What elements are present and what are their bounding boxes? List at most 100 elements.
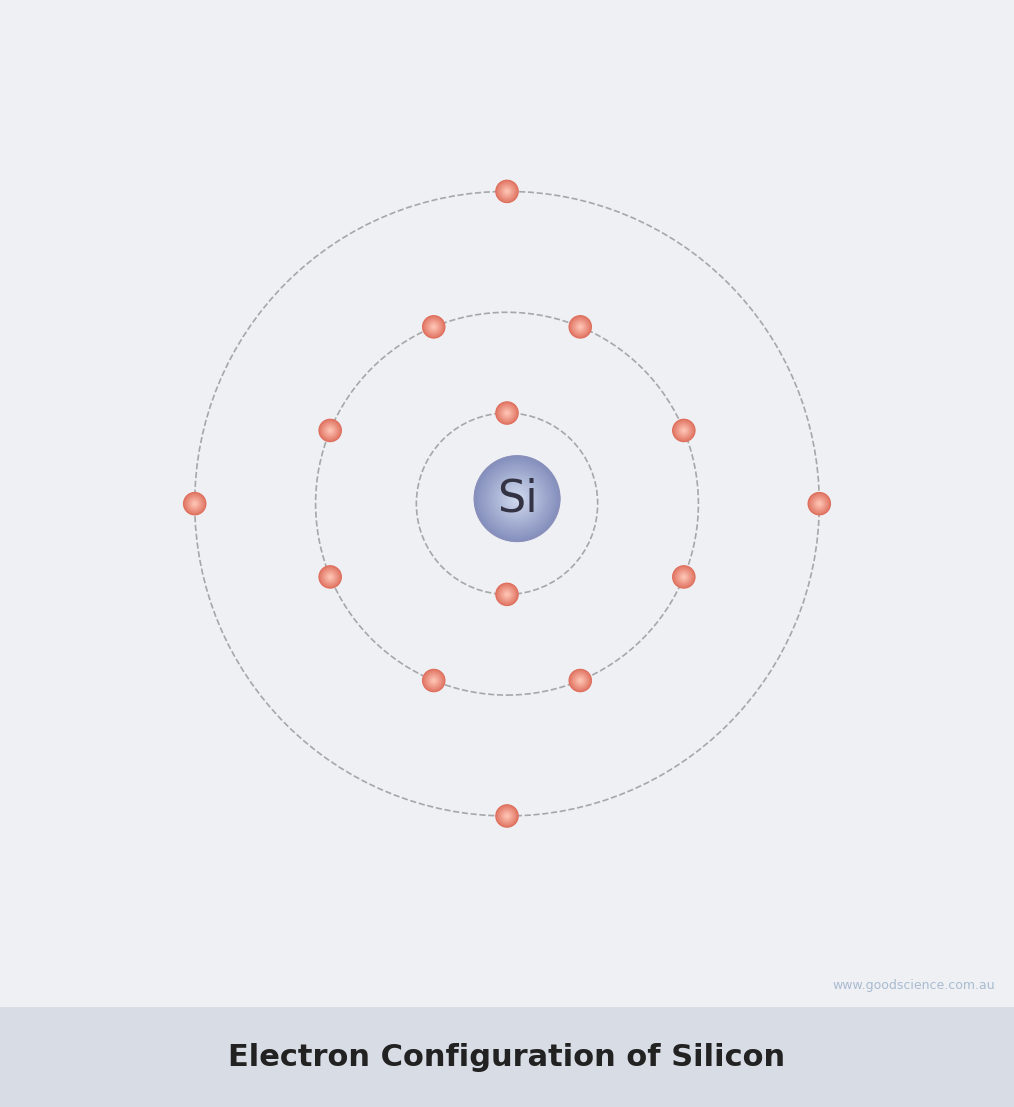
- Circle shape: [323, 424, 337, 437]
- Circle shape: [322, 569, 338, 584]
- Circle shape: [483, 465, 552, 532]
- Circle shape: [673, 420, 695, 441]
- Circle shape: [506, 190, 508, 193]
- Circle shape: [319, 420, 342, 442]
- Circle shape: [188, 496, 202, 511]
- Circle shape: [506, 487, 528, 510]
- Text: Si: Si: [497, 477, 537, 520]
- Circle shape: [569, 315, 591, 338]
- Circle shape: [430, 323, 437, 331]
- Circle shape: [329, 428, 332, 432]
- Circle shape: [476, 457, 559, 540]
- Circle shape: [499, 587, 515, 602]
- Circle shape: [573, 673, 588, 687]
- Circle shape: [499, 184, 515, 199]
- Circle shape: [480, 462, 555, 536]
- Circle shape: [675, 569, 692, 586]
- Circle shape: [194, 503, 196, 505]
- Circle shape: [505, 814, 509, 818]
- Circle shape: [682, 428, 685, 432]
- Circle shape: [681, 428, 686, 433]
- Circle shape: [429, 675, 439, 685]
- Circle shape: [429, 676, 438, 685]
- Circle shape: [675, 422, 693, 439]
- Circle shape: [676, 423, 692, 438]
- Circle shape: [497, 806, 517, 826]
- Circle shape: [328, 575, 333, 579]
- Circle shape: [501, 589, 513, 600]
- Circle shape: [493, 475, 541, 523]
- Circle shape: [817, 501, 821, 506]
- Circle shape: [322, 423, 338, 438]
- Circle shape: [813, 498, 825, 509]
- Circle shape: [569, 670, 591, 692]
- Circle shape: [500, 185, 514, 198]
- Circle shape: [499, 480, 535, 517]
- Circle shape: [496, 477, 538, 520]
- Circle shape: [432, 679, 435, 682]
- Circle shape: [815, 500, 823, 507]
- Circle shape: [492, 473, 542, 525]
- Circle shape: [570, 317, 590, 338]
- Circle shape: [576, 676, 585, 685]
- Circle shape: [574, 320, 587, 333]
- Circle shape: [676, 569, 692, 584]
- Circle shape: [571, 318, 589, 335]
- Circle shape: [426, 672, 442, 689]
- Circle shape: [426, 320, 441, 334]
- Circle shape: [425, 318, 443, 335]
- Circle shape: [680, 573, 687, 581]
- Circle shape: [506, 412, 508, 414]
- Circle shape: [482, 463, 553, 535]
- Circle shape: [504, 410, 510, 416]
- Circle shape: [497, 182, 517, 201]
- Circle shape: [814, 498, 824, 509]
- Circle shape: [576, 322, 585, 331]
- Circle shape: [504, 188, 510, 195]
- Circle shape: [678, 571, 690, 583]
- Circle shape: [675, 568, 693, 586]
- Circle shape: [511, 493, 523, 505]
- Circle shape: [322, 422, 339, 438]
- Circle shape: [506, 412, 508, 414]
- Circle shape: [504, 813, 510, 819]
- Circle shape: [501, 483, 532, 515]
- Circle shape: [498, 403, 516, 423]
- Circle shape: [508, 490, 525, 507]
- Circle shape: [320, 421, 340, 441]
- Circle shape: [683, 430, 684, 432]
- Circle shape: [486, 467, 549, 530]
- Circle shape: [487, 468, 547, 529]
- Circle shape: [506, 593, 508, 596]
- Circle shape: [574, 674, 586, 686]
- Circle shape: [485, 466, 550, 531]
- Circle shape: [330, 576, 331, 578]
- Circle shape: [574, 321, 586, 333]
- Circle shape: [574, 674, 587, 687]
- Circle shape: [498, 183, 516, 200]
- Circle shape: [680, 573, 686, 580]
- Circle shape: [815, 499, 823, 508]
- Circle shape: [677, 570, 691, 583]
- Circle shape: [682, 576, 685, 579]
- Circle shape: [191, 499, 199, 508]
- Circle shape: [514, 496, 520, 501]
- Circle shape: [510, 492, 524, 506]
- Circle shape: [678, 571, 689, 582]
- Circle shape: [507, 488, 527, 508]
- Circle shape: [496, 402, 518, 424]
- Circle shape: [427, 674, 440, 687]
- Circle shape: [320, 567, 340, 587]
- Circle shape: [818, 503, 820, 505]
- Circle shape: [500, 587, 514, 602]
- Circle shape: [428, 321, 440, 333]
- Circle shape: [809, 494, 829, 514]
- Circle shape: [580, 327, 581, 328]
- Circle shape: [500, 808, 514, 824]
- Circle shape: [501, 407, 513, 418]
- Circle shape: [475, 456, 560, 541]
- Circle shape: [572, 319, 588, 335]
- Circle shape: [681, 575, 686, 579]
- Circle shape: [498, 182, 516, 201]
- Circle shape: [503, 188, 511, 195]
